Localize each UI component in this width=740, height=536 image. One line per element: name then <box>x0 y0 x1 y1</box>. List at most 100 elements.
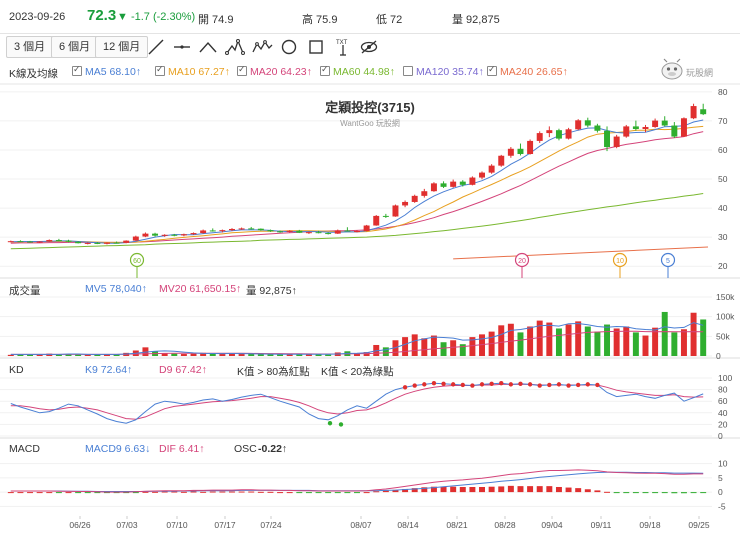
candle-body <box>527 140 534 155</box>
x-tick-label: 07/17 <box>214 520 236 530</box>
osc-bar <box>488 486 495 493</box>
kd-note-green: K值 < 20為綠點 <box>321 366 394 378</box>
volume-bar <box>392 340 399 356</box>
volume-bar <box>575 321 582 356</box>
candle <box>536 131 543 143</box>
quote-high: 高 75.9 <box>302 14 338 26</box>
candle-body <box>161 234 168 236</box>
volume-bar <box>555 328 562 356</box>
candle-body <box>315 232 322 234</box>
kd-red-dot <box>547 382 552 388</box>
osc-bar <box>75 492 82 494</box>
volume-header: 成交量 MV5 78,040↑ MV20 61,650.15↑ 量 92,875… <box>0 279 740 299</box>
candle <box>402 200 409 208</box>
candle-body <box>180 234 187 236</box>
ma20-line <box>10 131 704 244</box>
ma120-checkbox[interactable] <box>403 66 413 76</box>
osc-bar <box>257 491 264 493</box>
d9-label: D9 67.42↑ <box>159 364 207 376</box>
ma60-checkbox[interactable] <box>320 64 330 76</box>
volume-bar <box>450 340 457 356</box>
circle-tool-icon[interactable] <box>278 36 300 58</box>
kd-red-dot <box>402 385 408 390</box>
candle-body <box>450 181 457 187</box>
osc-bar <box>527 486 534 493</box>
osc-bar <box>94 492 101 494</box>
candle-body <box>84 242 91 244</box>
candle-body <box>257 228 264 231</box>
ma120-label: MA120 35.74↑ <box>416 66 484 78</box>
candle <box>325 232 332 235</box>
candle-body <box>305 232 312 234</box>
ma-marker: 20 <box>514 252 530 278</box>
ma10-checkbox[interactable] <box>155 64 165 76</box>
osc-bar <box>180 491 187 493</box>
pattern-tool-icon[interactable] <box>224 36 246 58</box>
candle-body <box>498 155 505 166</box>
volume-bar <box>65 354 72 356</box>
candle <box>498 154 505 167</box>
candle <box>430 182 437 192</box>
candle-body <box>421 191 428 196</box>
volume-bar <box>613 328 620 356</box>
horizontal-line-tool-icon[interactable] <box>171 36 193 58</box>
osc-bar <box>507 485 514 493</box>
period-12m-button[interactable]: 12 個月 <box>95 36 149 58</box>
candle <box>507 147 514 158</box>
candle <box>142 232 149 238</box>
period-6m-button[interactable]: 6 個月 <box>51 36 99 58</box>
volume-bar <box>517 332 524 356</box>
osc-bar <box>680 492 687 494</box>
candle <box>661 116 668 127</box>
volume-bar <box>661 311 668 356</box>
osc-bar <box>46 492 53 494</box>
volume-bar <box>171 353 178 356</box>
price-tick-label: 30 <box>718 232 728 242</box>
volume-bar <box>180 354 187 356</box>
osc-bar <box>286 492 293 494</box>
multi-wave-tool-icon[interactable] <box>251 36 273 58</box>
candle <box>421 188 428 198</box>
candle <box>132 235 139 241</box>
period-3m-button[interactable]: 3 個月 <box>6 36 54 58</box>
ma-legend-row: K線及均線 MA5 68.10↑ MA10 67.27↑ MA20 64.23↑… <box>0 60 740 84</box>
volume-bar <box>219 354 226 356</box>
volume-bar <box>238 354 245 356</box>
candle-body <box>103 242 110 244</box>
candle-body <box>354 231 360 233</box>
candle-body <box>36 241 43 243</box>
macd9-label: MACD9 6.63↓ <box>85 443 151 455</box>
ma20-checkbox[interactable] <box>237 64 247 76</box>
candle <box>277 230 284 233</box>
candle <box>479 171 485 180</box>
osc-bar <box>373 491 380 493</box>
candle <box>257 228 264 231</box>
candle <box>36 241 43 243</box>
ma-marker-label: 60 <box>133 258 141 265</box>
ma5-checkbox[interactable] <box>72 64 82 76</box>
volume-tick-label: 150k <box>716 292 735 302</box>
ma-marker: 10 <box>612 252 628 278</box>
candle <box>527 139 534 155</box>
candle-body <box>594 125 601 131</box>
osc-bar <box>277 492 284 494</box>
candle <box>344 227 351 232</box>
ma240-checkbox[interactable] <box>487 64 497 76</box>
kd-tick-label: 80 <box>718 385 728 395</box>
osc-bar <box>248 491 255 493</box>
osc-bar <box>555 486 562 493</box>
kd-title: KD <box>9 364 24 376</box>
candle-body <box>152 233 159 236</box>
kd-red-dot <box>595 382 600 388</box>
volume-bar <box>161 353 168 356</box>
kd-red-dot <box>527 382 533 387</box>
osc-label: OSC <box>234 443 257 455</box>
text-tool-icon[interactable]: TXT <box>332 36 354 58</box>
volume-tick-label: 100k <box>716 312 735 322</box>
hide-tool-icon[interactable] <box>358 36 380 58</box>
rectangle-tool-icon[interactable] <box>305 36 327 58</box>
line-tool-icon[interactable] <box>145 36 167 58</box>
volume-bar <box>36 354 43 356</box>
wave-tool-icon[interactable] <box>197 36 219 58</box>
